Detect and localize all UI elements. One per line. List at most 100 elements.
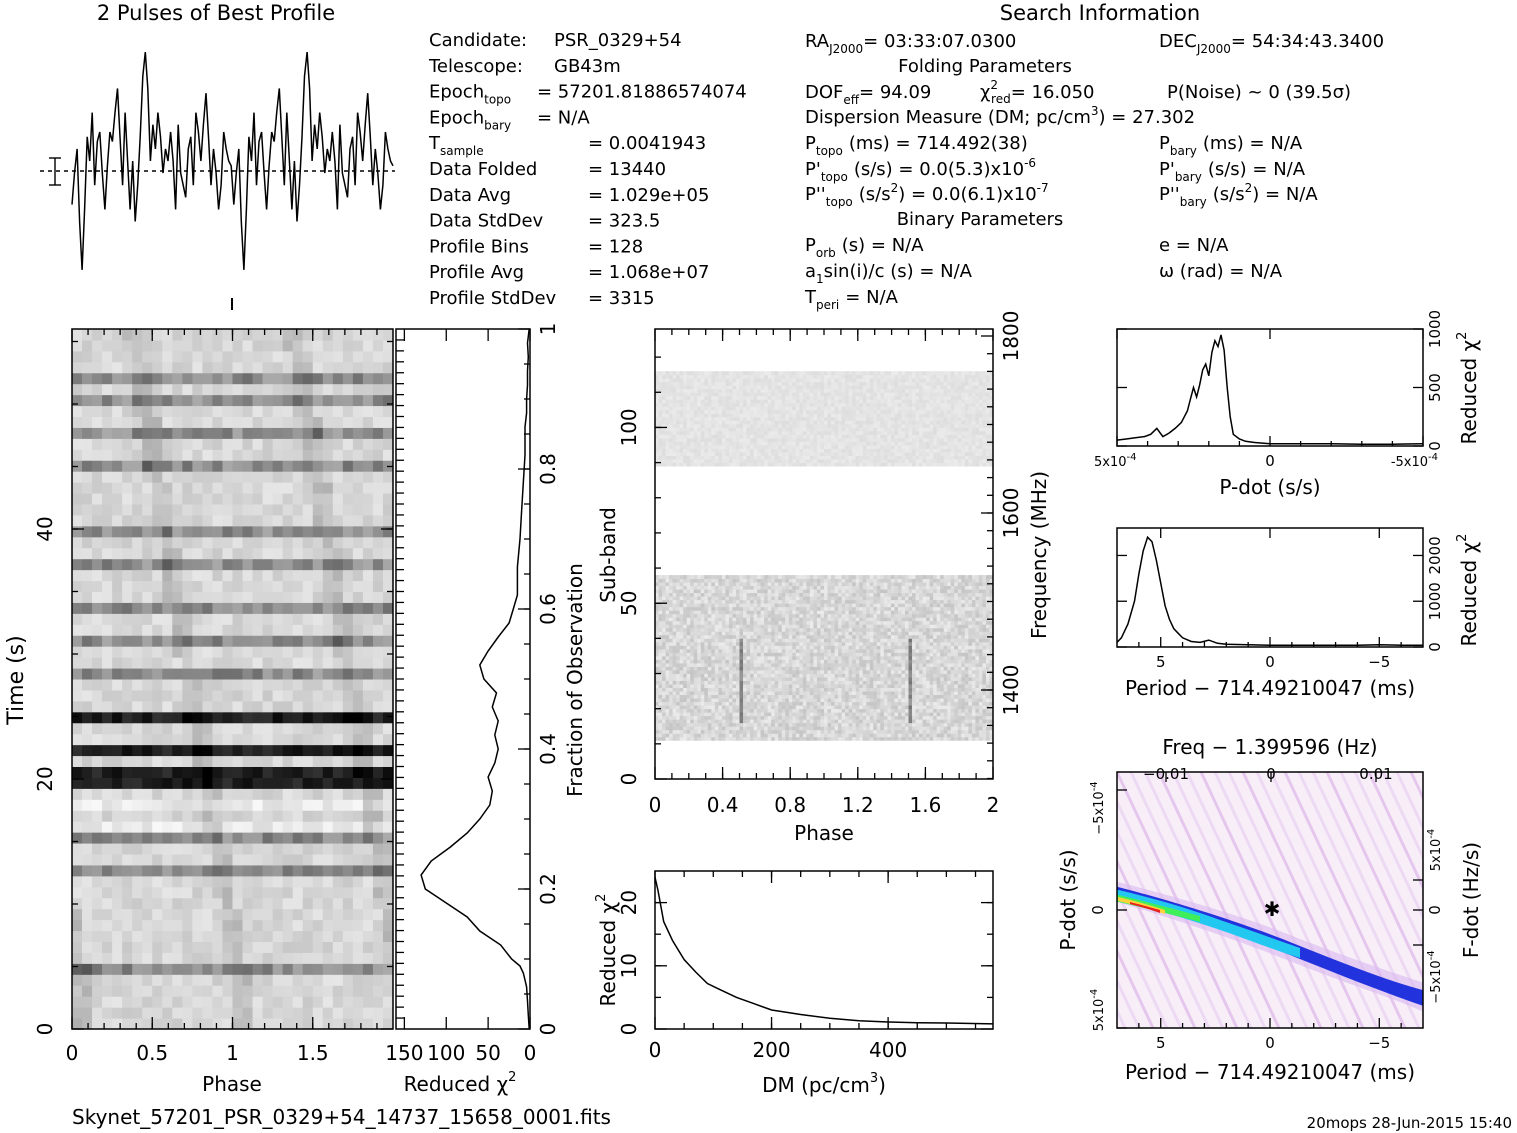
heatmap-cell <box>122 558 133 571</box>
heatmap-cell <box>192 504 203 516</box>
heatmap-cell <box>912 659 916 664</box>
heatmap-cell <box>753 694 758 699</box>
heatmap-cell <box>665 666 670 671</box>
heatmap-cell <box>869 662 874 667</box>
heatmap-cell <box>282 350 294 363</box>
heatmap-cell <box>72 810 83 822</box>
heatmap-cell <box>262 875 274 888</box>
heatmap-cell <box>852 729 857 734</box>
heatmap-cell <box>802 719 807 724</box>
heatmap-cell <box>382 755 393 767</box>
heatmap-cell <box>272 930 284 942</box>
heatmap-cell <box>919 712 923 717</box>
heatmap-cell <box>122 700 133 713</box>
heatmap-cell <box>922 670 927 674</box>
heatmap-cell <box>292 394 304 407</box>
heatmap-cell <box>312 908 324 921</box>
heatmap-cell <box>915 684 920 688</box>
heatmap-cell <box>838 687 842 692</box>
heatmap-cell <box>322 963 334 975</box>
heatmap-cell <box>690 666 695 671</box>
heatmap-cell <box>757 673 762 678</box>
heatmap-cell <box>957 715 962 720</box>
heatmap-cell <box>686 638 691 643</box>
heatmap-cell <box>262 569 274 582</box>
heatmap-cell <box>142 493 153 505</box>
heatmap-cell <box>764 691 769 696</box>
heatmap-cell <box>954 684 959 688</box>
heatmap-cell <box>192 700 203 713</box>
heatmap-cell <box>82 974 93 986</box>
x-tick-label: 150 <box>385 1041 423 1065</box>
heatmap-cell <box>834 655 839 660</box>
heatmap-cell <box>767 641 772 646</box>
heatmap-cell <box>102 383 113 396</box>
heatmap-cell <box>222 547 233 560</box>
heatmap-cell <box>947 673 952 678</box>
heatmap-cell <box>936 670 941 674</box>
heatmap-cell <box>859 670 864 674</box>
heatmap-cell <box>792 677 797 681</box>
heatmap-cell <box>795 673 800 678</box>
heatmap-cell <box>182 536 193 549</box>
heatmap-cell <box>718 701 723 706</box>
heatmap-cell <box>232 919 244 932</box>
heatmap-cell <box>785 733 790 738</box>
heatmap-cell <box>222 843 233 855</box>
heatmap-cell <box>382 569 393 582</box>
heatmap-cell <box>372 722 384 735</box>
heatmap-cell <box>282 471 294 483</box>
heatmap-cell <box>855 652 860 657</box>
heatmap-cell <box>172 941 183 953</box>
heatmap-cell <box>890 736 895 741</box>
heatmap-cell <box>809 729 814 734</box>
heatmap-cell <box>824 715 828 720</box>
heatmap-cell <box>743 684 747 688</box>
heatmap-cell <box>912 736 916 741</box>
heatmap-cell <box>282 613 294 625</box>
heatmap-cell <box>332 941 344 953</box>
heatmap-cell <box>252 1007 264 1019</box>
heatmap-cell <box>985 733 990 738</box>
heatmap-cell <box>735 684 740 688</box>
heatmap-cell <box>665 670 670 674</box>
heatmap-cell <box>947 648 952 653</box>
heatmap-cell <box>855 673 860 678</box>
heatmap-cell <box>382 405 393 417</box>
heatmap-cell <box>961 691 966 696</box>
heatmap-cell <box>282 985 294 997</box>
heatmap-cell <box>855 684 860 688</box>
heatmap-cell <box>372 482 384 494</box>
heatmap-cell <box>262 471 274 483</box>
heatmap-cell <box>132 668 143 680</box>
heatmap-cell <box>852 655 857 660</box>
heatmap-cell <box>242 777 254 789</box>
heatmap-cell <box>824 705 828 710</box>
heatmap-cell <box>372 668 384 680</box>
heatmap-cell <box>676 652 681 657</box>
heatmap-cell <box>312 843 324 855</box>
heatmap-cell <box>743 705 747 710</box>
heatmap-cell <box>943 666 948 671</box>
heatmap-cell <box>252 558 264 571</box>
heatmap-cell <box>845 677 850 681</box>
heatmap-cell <box>212 711 223 724</box>
heatmap-cell <box>940 712 945 717</box>
heatmap-cell <box>781 719 786 724</box>
heatmap-cell <box>732 715 737 720</box>
heatmap-cell <box>72 864 83 877</box>
heatmap-cell <box>739 712 744 717</box>
heatmap-cell <box>82 394 93 407</box>
heatmap-cell <box>975 655 980 660</box>
heatmap-cell <box>690 677 695 681</box>
heatmap-cell <box>746 652 751 657</box>
heatmap-cell <box>816 722 821 727</box>
heatmap-cell <box>112 974 123 986</box>
heatmap-cell <box>669 698 673 703</box>
heatmap-cell <box>662 736 666 741</box>
heatmap-cell <box>332 383 344 396</box>
heatmap-cell <box>172 886 183 899</box>
heatmap-cell <box>686 715 691 720</box>
heatmap-cell <box>72 624 83 636</box>
heatmap-cell <box>182 591 193 603</box>
